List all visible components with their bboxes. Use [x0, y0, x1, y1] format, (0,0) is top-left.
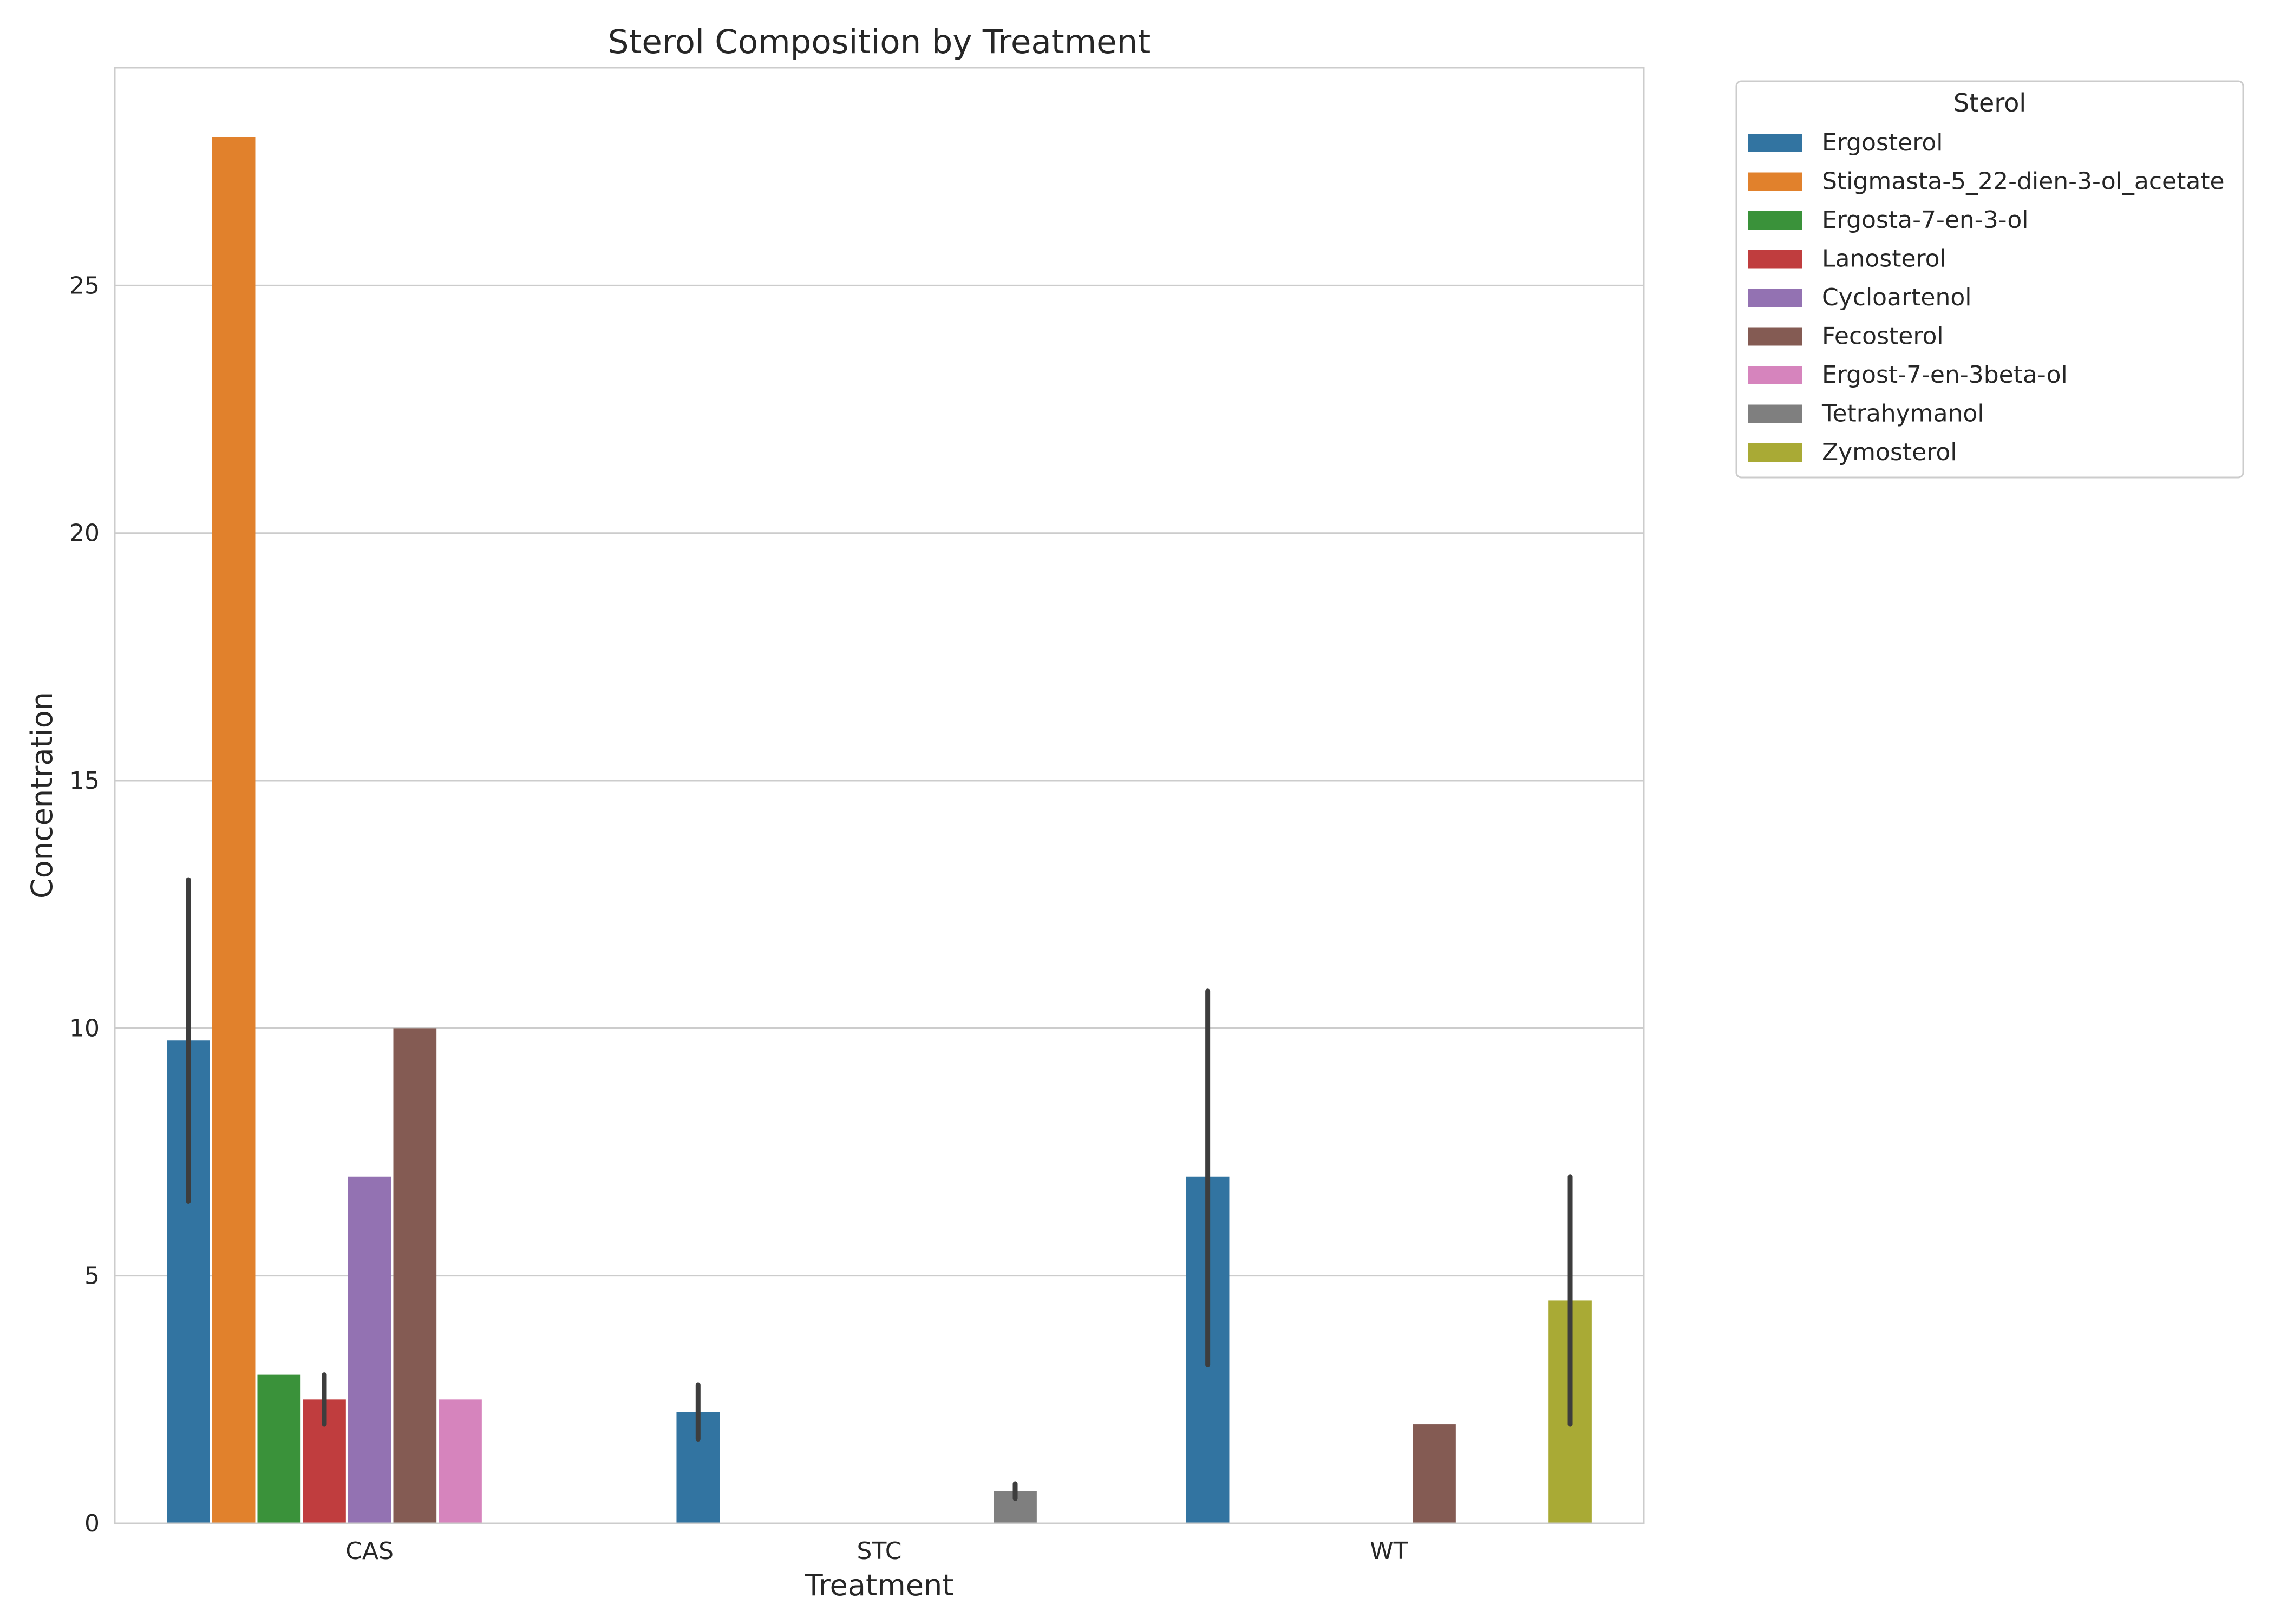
y-tick-label: 0 [84, 1510, 100, 1537]
legend-frame [1735, 80, 2244, 479]
y-axis-title: Concentration [25, 692, 59, 899]
legend-label: Lanosterol [1822, 245, 1946, 273]
legend-swatch [1748, 366, 1802, 384]
legend-swatch [1748, 172, 1802, 191]
y-tick-label: 10 [69, 1014, 100, 1042]
legend-swatch [1748, 404, 1802, 423]
legend: Sterol Ergosterol Stigmasta-5_22-dien-3-o… [1735, 80, 2244, 479]
y-tick-labels: 0 5 10 15 20 25 [69, 272, 100, 1537]
legend-swatch [1748, 211, 1802, 230]
x-tick-label: STC [857, 1537, 902, 1565]
x-tick-label: CAS [345, 1537, 394, 1565]
legend-label: Stigmasta-5_22-dien-3-ol_acetate [1822, 168, 2225, 195]
legend-swatch [1748, 134, 1802, 152]
legend-swatch [1748, 289, 1802, 307]
bar [257, 1374, 301, 1523]
error-bars [186, 877, 1573, 1501]
plot-frame [114, 67, 1645, 1524]
legend-swatch [1748, 250, 1802, 269]
bar [348, 1176, 391, 1523]
legend-label: Zymosterol [1822, 438, 1957, 466]
chart-title: Sterol Composition by Treatment [608, 23, 1151, 61]
y-tick-label: 20 [69, 520, 100, 547]
legend-label: Tetrahymanol [1821, 400, 1984, 428]
bar [1413, 1424, 1456, 1523]
legend-label: Fecosterol [1822, 323, 1944, 350]
y-tick-label: 5 [84, 1262, 100, 1290]
x-tick-labels: CAS STC WT [345, 1537, 1408, 1565]
legend-label: Ergosta-7-en-3-ol [1822, 206, 2029, 234]
legend-label: Ergost-7-en-3beta-ol [1822, 361, 2068, 389]
y-tick-label: 25 [69, 272, 100, 299]
legend-items: Ergosterol Stigmasta-5_22-dien-3-ol_aceta… [1748, 129, 2225, 466]
bar [393, 1028, 437, 1523]
legend-swatch [1748, 443, 1802, 462]
x-tick-label: WT [1370, 1537, 1408, 1565]
legend-label: Cycloartenol [1822, 284, 1972, 311]
legend-title: Sterol [1953, 88, 2026, 117]
legend-swatch [1748, 327, 1802, 346]
y-tick-label: 15 [69, 767, 100, 795]
legend-label: Ergosterol [1822, 129, 1943, 156]
x-axis-title: Treatment [805, 1568, 954, 1602]
bar [212, 137, 256, 1524]
bar [439, 1399, 482, 1523]
